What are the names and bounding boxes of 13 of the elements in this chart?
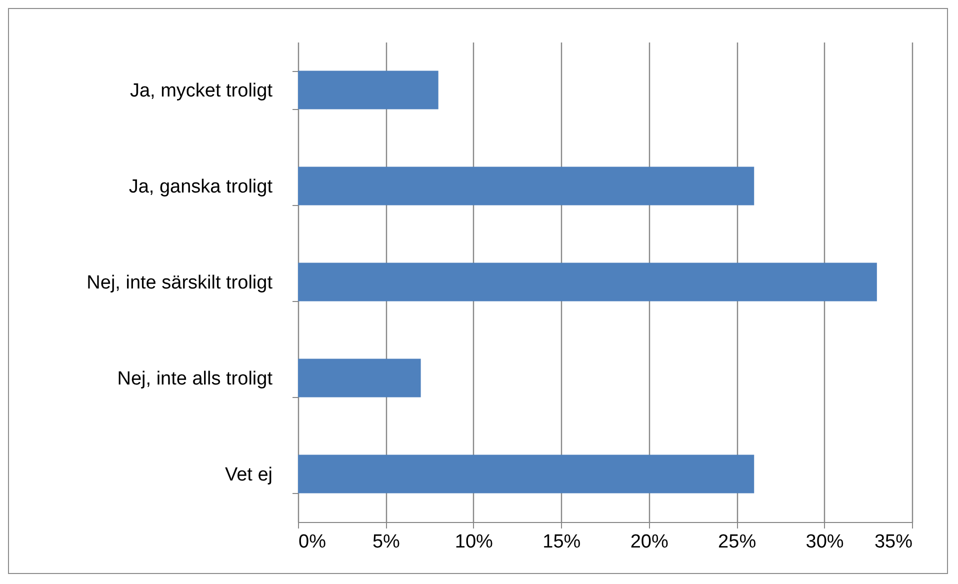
x-tick-label: 10% <box>454 532 494 552</box>
x-tick-label: 30% <box>806 532 844 552</box>
y-tick-label: Ja, ganska troligt <box>128 176 274 198</box>
x-tick-label: 5% <box>372 532 400 552</box>
x-tick-label: 15% <box>542 532 581 552</box>
y-tick-label: Ja, mycket troligt <box>130 80 274 102</box>
x-tick-label: 20% <box>630 532 668 552</box>
y-tick-label: Vet ej <box>224 464 272 486</box>
x-tick-label: 35% <box>874 532 913 552</box>
x-tick-label: 0% <box>298 532 326 552</box>
y-tick-label: Nej, inte särskilt troligt <box>86 272 274 294</box>
x-tick-label: 25% <box>718 532 756 552</box>
y-tick-label: Nej, inte alls troligt <box>117 368 274 390</box>
